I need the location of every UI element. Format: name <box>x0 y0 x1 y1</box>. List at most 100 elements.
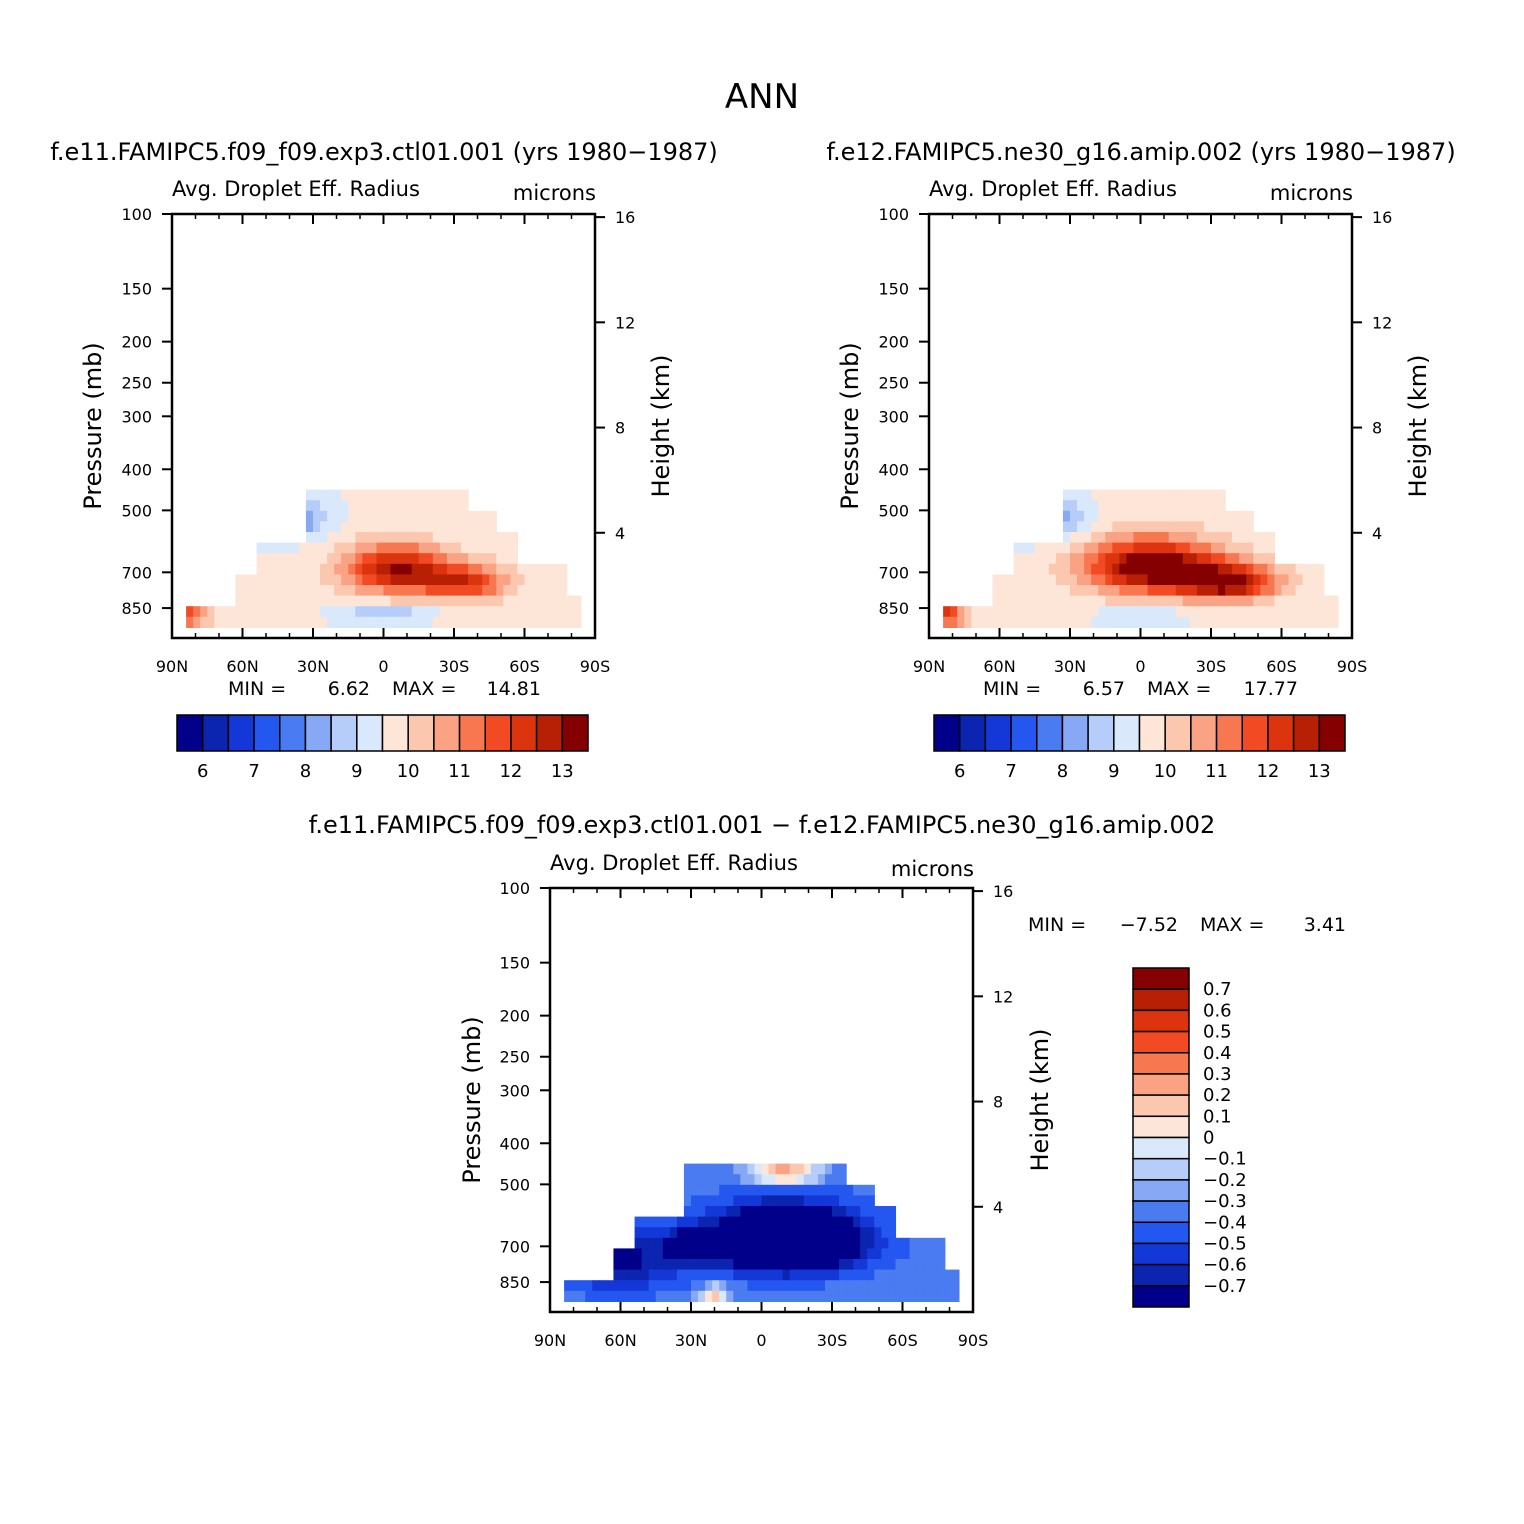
field-cell <box>888 1206 897 1218</box>
field-cell <box>705 1206 713 1218</box>
colorbar-label: 0.1 <box>1203 1106 1232 1127</box>
field-cell <box>348 585 356 597</box>
field-cell <box>824 1227 833 1239</box>
x-tick-label: 60N <box>604 1331 636 1350</box>
field-cell <box>881 1259 889 1271</box>
field-cell <box>691 1269 699 1281</box>
y-tick-label: 500 <box>499 1175 530 1194</box>
field-cell <box>1203 542 1212 554</box>
field-cell <box>461 489 469 501</box>
field-cell <box>824 1184 833 1196</box>
field-cell <box>655 1237 664 1249</box>
field-cell <box>334 616 342 628</box>
field-cell <box>1182 510 1191 522</box>
field-cell <box>817 1195 826 1207</box>
field-cell <box>1154 521 1163 533</box>
field-cell <box>1084 521 1092 533</box>
field-cell <box>327 510 335 522</box>
field-cell <box>1070 574 1078 586</box>
field-cell <box>355 616 363 628</box>
field-cell <box>1070 532 1078 544</box>
field-cell <box>270 574 279 586</box>
field-cell <box>895 1248 904 1260</box>
field-cell <box>235 585 244 597</box>
field-cell <box>454 606 462 618</box>
x-tick-label: 90N <box>156 657 188 676</box>
field-cell <box>740 1227 748 1239</box>
field-cell <box>1027 574 1036 586</box>
field-cell <box>902 1248 911 1260</box>
field-cell <box>754 1216 763 1228</box>
field-cell <box>538 616 547 628</box>
field-cell <box>733 1269 741 1281</box>
field-cell <box>789 1195 798 1207</box>
field-cell <box>1267 616 1276 628</box>
field-cell <box>1020 574 1029 586</box>
field-cell <box>327 616 335 628</box>
field-cell <box>355 563 363 575</box>
field-cell <box>1239 585 1247 597</box>
field-cell <box>313 553 321 565</box>
field-cell <box>1203 500 1212 512</box>
field-cell <box>327 563 335 575</box>
field-cell <box>1232 616 1240 628</box>
field-cell <box>733 1280 741 1292</box>
field-cell <box>1196 510 1205 522</box>
field-cell <box>425 595 434 607</box>
field-cell <box>803 1195 812 1207</box>
field-cell <box>1232 553 1240 565</box>
field-cell <box>1112 606 1120 618</box>
field-cell <box>1091 595 1099 607</box>
y2-tick-label: 12 <box>615 313 635 332</box>
field-cell <box>242 606 251 618</box>
field-cell <box>754 1269 763 1281</box>
field-cell <box>803 1269 812 1281</box>
field-cell <box>1323 606 1332 618</box>
y-tick-label: 250 <box>499 1048 530 1067</box>
field-cell <box>1034 616 1043 628</box>
colorbar-box <box>1132 1221 1190 1245</box>
field-cell <box>1091 521 1099 533</box>
field-cell <box>362 532 370 544</box>
field-cell <box>256 585 265 597</box>
field-cell <box>461 542 469 554</box>
field-cell <box>796 1184 805 1196</box>
field-cell <box>284 616 293 628</box>
field-cell <box>824 1269 833 1281</box>
field-cell <box>655 1280 664 1292</box>
field-cell <box>817 1290 826 1302</box>
field-cell <box>376 563 385 575</box>
field-cell <box>383 606 392 618</box>
field-cell <box>1225 595 1233 607</box>
field-cell <box>1112 521 1120 533</box>
field-cell <box>489 574 497 586</box>
field-cell <box>566 616 575 628</box>
field-cell <box>683 1259 692 1271</box>
field-cell <box>1048 574 1057 586</box>
y2-tick-label: 12 <box>1372 313 1392 332</box>
field-cell <box>461 563 469 575</box>
field-cell <box>620 1290 629 1302</box>
field-cell <box>669 1269 678 1281</box>
field-cell <box>1013 563 1022 575</box>
field-cell <box>853 1237 861 1249</box>
field-cell <box>768 1280 777 1292</box>
field-cell <box>867 1227 875 1239</box>
field-cell <box>291 595 300 607</box>
field-cell <box>411 500 420 512</box>
field-cell <box>881 1206 889 1218</box>
field-cell <box>573 595 582 607</box>
field-cell <box>1062 500 1071 512</box>
field-cell <box>810 1248 819 1260</box>
field-cell <box>1161 510 1170 522</box>
field-cell <box>1112 553 1120 565</box>
field-cell <box>930 1237 939 1249</box>
field-cell <box>249 606 258 618</box>
field-cell <box>740 1280 748 1292</box>
field-cell <box>1189 510 1198 522</box>
field-cell <box>397 521 406 533</box>
field-cell <box>648 1248 657 1260</box>
field-cell <box>538 574 547 586</box>
field-cell <box>1168 500 1177 512</box>
